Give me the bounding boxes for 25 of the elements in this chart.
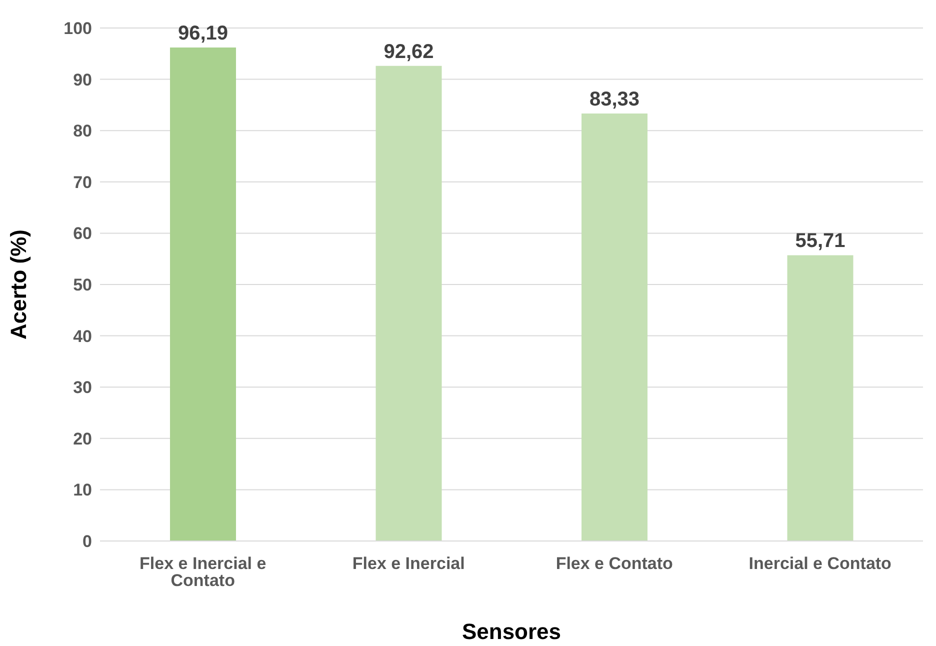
y-tick-label: 10 (73, 480, 92, 500)
y-tick-label: 40 (73, 326, 92, 346)
data-label: 83,33 (589, 88, 640, 111)
x-tick-label: Flex e Inercial e Contato (140, 554, 266, 590)
data-label: 55,71 (795, 230, 846, 252)
y-tick-label: 100 (64, 19, 92, 38)
data-label: 96,19 (178, 22, 228, 45)
bar (787, 255, 854, 541)
bar (170, 48, 236, 541)
y-tick-label: 0 (82, 532, 92, 552)
y-tick-label: 20 (73, 429, 92, 448)
y-tick-label: 80 (73, 122, 92, 141)
x-axis-title: Sensores (462, 619, 562, 644)
y-tick-label: 60 (73, 224, 92, 244)
x-tick-label: Flex e Contato (556, 554, 673, 574)
x-tick-label: Inercial e Contato (748, 554, 892, 574)
y-tick-label: 70 (73, 172, 92, 192)
bar (582, 114, 648, 541)
y-tick-label: 30 (73, 378, 92, 398)
y-tick-label: 90 (73, 70, 92, 90)
x-tick-label: Flex e Inercial (352, 554, 465, 574)
y-tick-label: 50 (73, 276, 92, 295)
bar (376, 66, 442, 541)
data-label: 92,62 (384, 40, 434, 63)
y-axis-title: Acerto (%) (6, 229, 31, 340)
